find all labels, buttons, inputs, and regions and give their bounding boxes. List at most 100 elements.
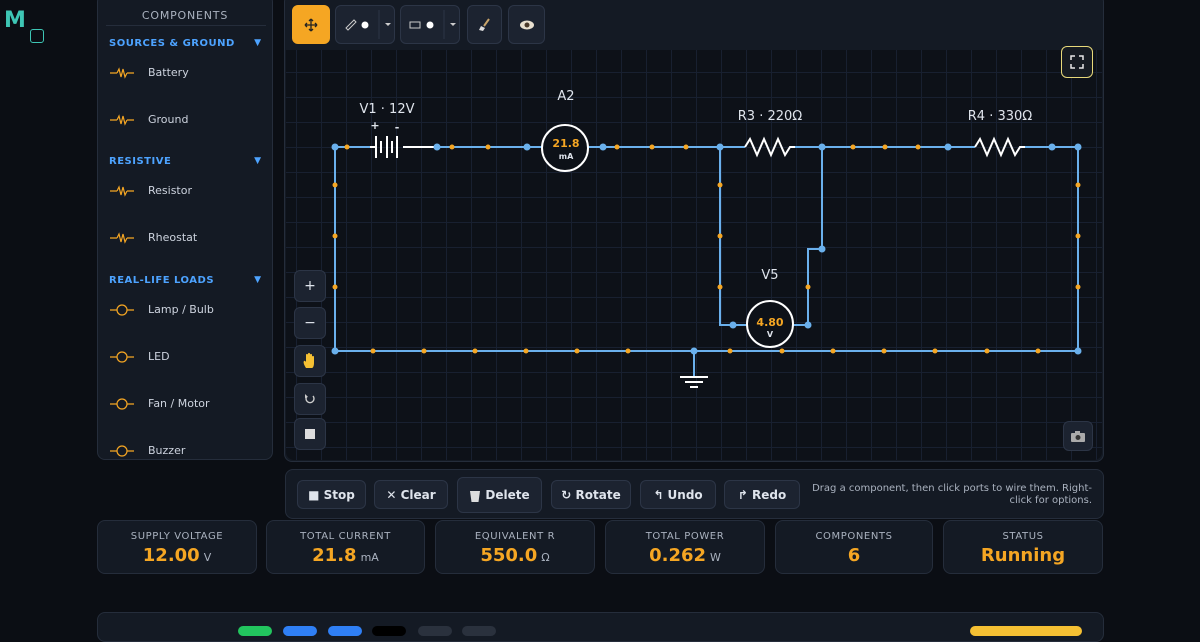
zoom-out[interactable]: − — [294, 307, 326, 339]
component-item[interactable]: Fan / Motor — [106, 395, 266, 425]
toolbar-pill[interactable] — [462, 626, 496, 636]
icon-circle — [116, 351, 128, 363]
component-icon — [110, 67, 134, 79]
action-button[interactable]: ✕ Clear — [374, 480, 448, 509]
reset-view[interactable] — [294, 383, 326, 415]
component-item[interactable]: Rheostat — [106, 229, 266, 259]
zoom-in[interactable]: + — [294, 270, 326, 302]
component-icon — [110, 114, 134, 126]
port — [523, 348, 529, 354]
action-button[interactable]: ↰ Undo — [640, 480, 716, 509]
trash-shape — [470, 490, 481, 502]
shape-icon — [409, 10, 456, 39]
divider — [106, 25, 266, 26]
toolbar-pill[interactable] — [418, 626, 452, 636]
voltmeter-unit: V — [767, 330, 774, 339]
port — [332, 182, 338, 188]
node — [944, 143, 952, 151]
port — [472, 348, 478, 354]
snapshot-button[interactable] — [1063, 421, 1093, 451]
port — [717, 182, 723, 188]
stat-card: TOTAL POWER 0.262 W — [605, 520, 765, 574]
action-button[interactable]: ■ Stop — [297, 480, 366, 509]
wires — [334, 146, 1079, 376]
stat-label: TOTAL POWER — [645, 531, 725, 542]
toolbar-pill[interactable] — [283, 626, 317, 636]
port — [370, 348, 376, 354]
wire — [334, 146, 1079, 352]
stat-label: STATUS — [1002, 531, 1044, 542]
pen-tool[interactable] — [335, 5, 395, 44]
action-button[interactable]: Delete — [457, 477, 542, 513]
toolbar-pill[interactable] — [372, 626, 406, 636]
component-item[interactable]: Ground — [106, 111, 266, 141]
stat-number: 0.262 — [649, 545, 707, 566]
pan-tool[interactable] — [294, 345, 326, 377]
component-item[interactable]: LED — [106, 348, 266, 378]
port — [1075, 233, 1081, 239]
sidebar-title: COMPONENTS — [141, 9, 229, 22]
stat-value: 6 — [776, 545, 932, 566]
branch-wire — [719, 147, 823, 326]
workspace — [284, 0, 1104, 462]
r3-symbol — [744, 136, 795, 158]
shape-tool[interactable] — [400, 5, 460, 44]
port — [779, 348, 785, 354]
port — [717, 233, 723, 239]
component-icon — [110, 445, 134, 457]
camera-icon — [1071, 431, 1085, 442]
group-toggle[interactable]: ▼ — [254, 38, 261, 48]
symbols — [370, 124, 1025, 388]
stat-unit: Ω — [541, 551, 550, 564]
action-label: ↻ Rotate — [561, 487, 621, 502]
hint: Drag a component, then click ports to wi… — [812, 483, 1092, 506]
voltmeter-symbol — [746, 300, 794, 348]
action-button[interactable]: ↱ Redo — [724, 480, 800, 509]
hand-icon — [303, 352, 314, 368]
stat-value: 21.8 mA — [267, 545, 424, 566]
ammeter-symbol — [541, 124, 589, 172]
group-toggle[interactable]: ▼ — [254, 275, 261, 285]
node — [716, 143, 724, 151]
group-title[interactable]: SOURCES & GROUND — [109, 38, 235, 49]
view-tool[interactable] — [508, 5, 545, 44]
port — [683, 144, 689, 150]
node — [331, 347, 339, 355]
action-button[interactable]: ↻ Rotate — [551, 480, 631, 509]
component-item[interactable]: Resistor — [106, 182, 266, 212]
component-label: Lamp / Bulb — [148, 303, 214, 316]
stat-value: 550.0 Ω — [436, 545, 594, 566]
ground-symbol — [680, 376, 708, 388]
move-tool[interactable] — [292, 5, 330, 44]
home-icon[interactable] — [30, 29, 44, 43]
component-item[interactable]: Battery — [106, 64, 266, 94]
port — [850, 144, 856, 150]
port — [984, 348, 990, 354]
plus-sign: + — [370, 119, 379, 132]
toolbar-pill[interactable] — [238, 626, 272, 636]
move-icon — [304, 18, 318, 31]
group-toggle[interactable]: ▼ — [254, 156, 261, 166]
toolbar-pill[interactable] — [970, 626, 1082, 636]
port — [915, 144, 921, 150]
node — [331, 143, 339, 151]
canvas[interactable] — [286, 50, 1102, 460]
battery-symbol — [370, 136, 403, 158]
node — [1048, 143, 1056, 151]
component-label: LED — [148, 350, 170, 363]
component-item[interactable]: Lamp / Bulb — [106, 301, 266, 331]
sidebar: COMPONENTS SOURCES & GROUND ▼ Battery Groun… — [97, 0, 273, 460]
component-icon — [110, 304, 134, 316]
group-title[interactable]: REAL-LIFE LOADS — [109, 275, 215, 286]
node — [1074, 143, 1082, 151]
fullscreen-button[interactable] — [1061, 46, 1093, 78]
action-label: ↰ Undo — [653, 487, 703, 502]
component-item[interactable]: Buzzer — [106, 442, 266, 459]
stat-unit: mA — [360, 551, 379, 564]
brush-tool[interactable] — [467, 5, 502, 44]
toolbar-pill[interactable] — [328, 626, 362, 636]
group-title[interactable]: RESISTIVE — [109, 156, 172, 167]
port — [1035, 348, 1041, 354]
stop-view[interactable] — [294, 418, 326, 450]
